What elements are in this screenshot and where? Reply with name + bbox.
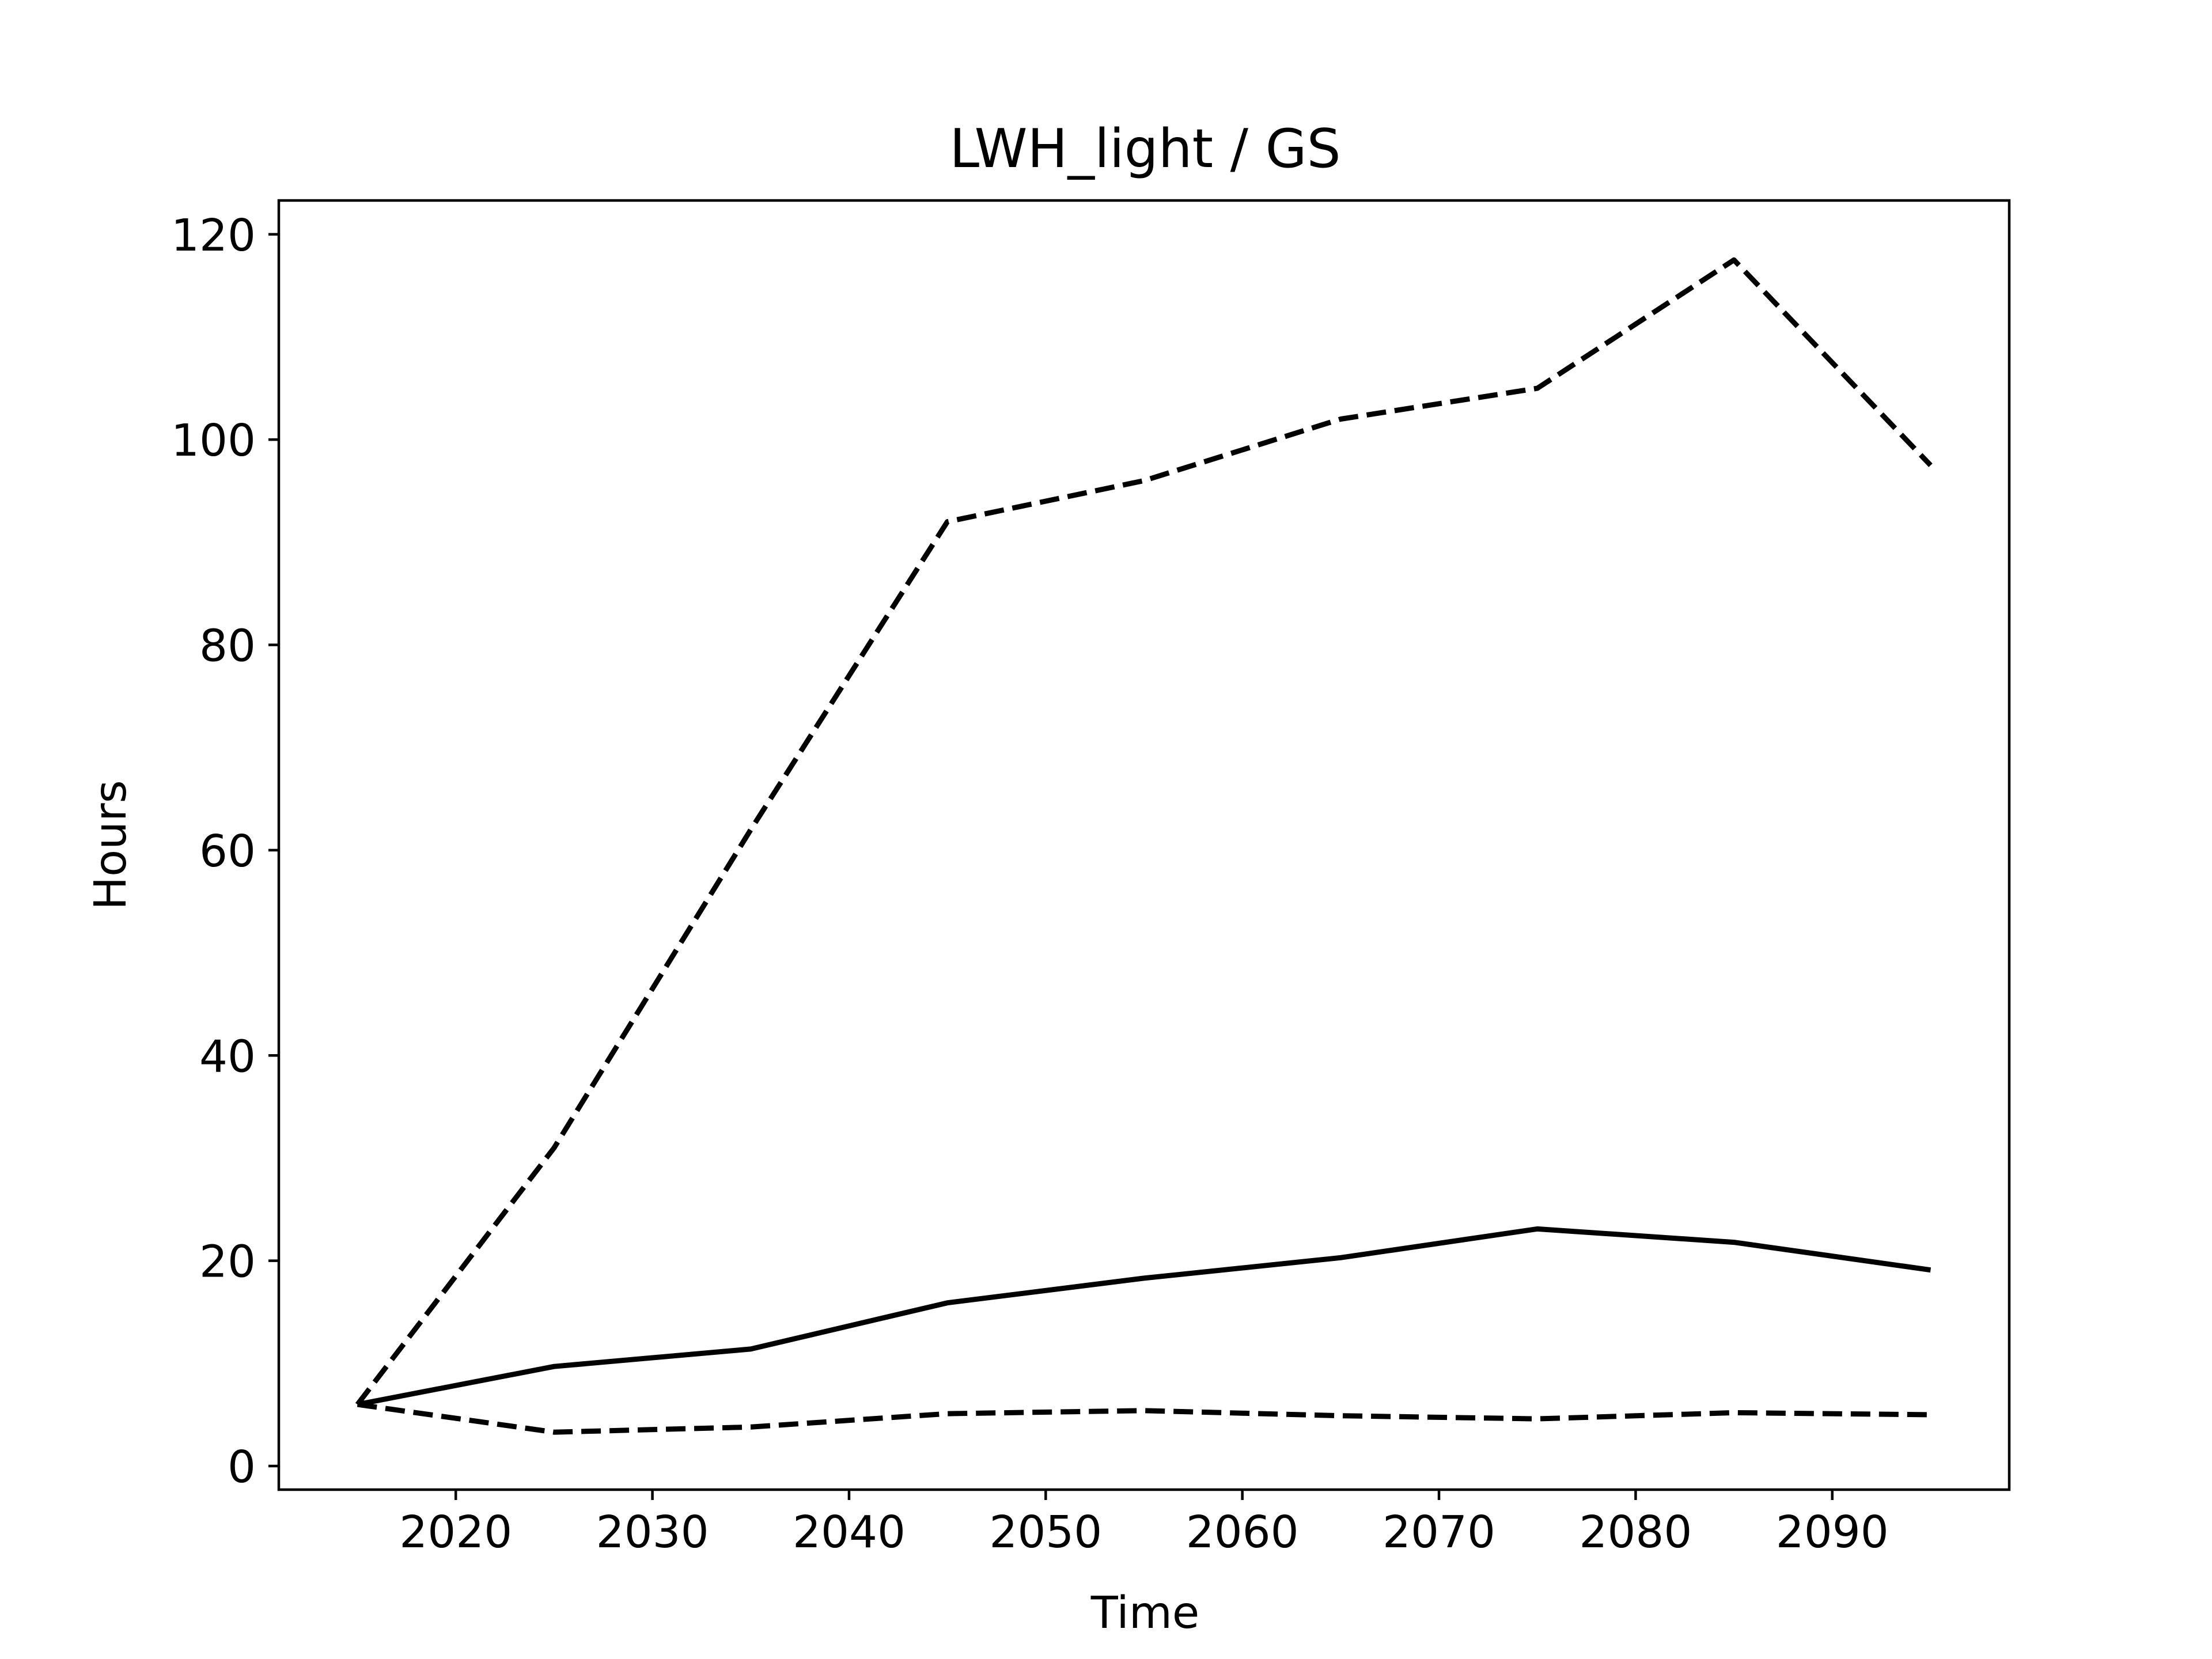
- x-axis: 2020 2030 2040 2050 2060 2070 2080 2090: [399, 1490, 1889, 1558]
- y-axis-label: Hours: [85, 780, 137, 910]
- series-line-3: [357, 1402, 1931, 1435]
- x-axis-label: Time: [1090, 1588, 1199, 1639]
- y-tick-label: 120: [171, 210, 256, 262]
- x-tick-label: 2020: [399, 1507, 512, 1558]
- series-line-2: [357, 1226, 1931, 1407]
- y-tick-label: 60: [199, 826, 256, 877]
- x-tick-label: 2090: [1776, 1507, 1889, 1558]
- y-axis: 0 20 40 60 80 100 120: [171, 210, 279, 1493]
- y-tick-label: 0: [228, 1442, 256, 1493]
- y-tick-label: 100: [171, 415, 256, 467]
- x-tick-label: 2080: [1579, 1507, 1692, 1558]
- y-tick-label: 20: [199, 1237, 256, 1288]
- x-tick-label: 2030: [596, 1507, 709, 1558]
- x-tick-label: 2060: [1186, 1507, 1299, 1558]
- y-tick-label: 80: [199, 621, 256, 672]
- x-tick-label: 2070: [1382, 1507, 1495, 1558]
- plot-frame: [277, 199, 2011, 1491]
- y-tick-label: 40: [199, 1031, 256, 1082]
- series-line-1: [355, 257, 1933, 1406]
- series-layer: [355, 257, 1933, 1435]
- x-tick-label: 2040: [793, 1507, 906, 1558]
- x-tick-label: 2050: [989, 1507, 1102, 1558]
- chart-title: LWH_light / GS: [949, 118, 1340, 180]
